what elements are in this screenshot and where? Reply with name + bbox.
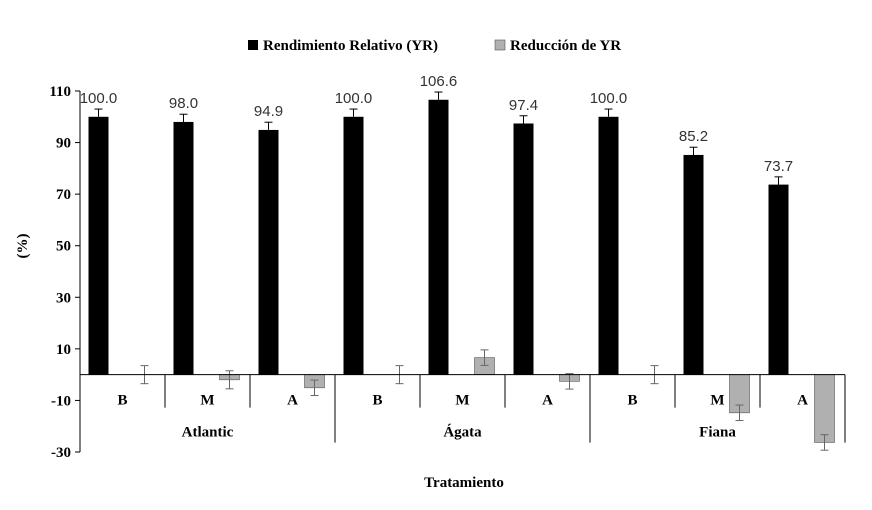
category-label: A <box>287 393 298 409</box>
data-label-yr: 106.6 <box>420 73 458 90</box>
bar-yr <box>88 116 109 375</box>
data-label-yr: 100.0 <box>590 90 628 107</box>
bars: 100.0 98.0 94.9 100.0 106.6 97.4 100.0 85.2 73.7 <box>80 73 835 451</box>
category-label: M <box>200 393 214 409</box>
bar-yr <box>598 116 619 375</box>
category-label: A <box>797 393 808 409</box>
y-tick-label: 10 <box>56 342 71 358</box>
bar-yr <box>173 121 194 375</box>
y-tick-label: 110 <box>49 84 71 100</box>
x-axis-label: Tratamiento <box>424 475 504 491</box>
bar-yr <box>258 129 279 375</box>
bar-yr <box>683 154 704 375</box>
data-label-yr: 94.9 <box>254 103 283 120</box>
group-label: Fiana <box>699 425 736 441</box>
bar-yr <box>428 99 449 375</box>
y-tick-label: 70 <box>56 187 71 203</box>
category-label: M <box>455 393 469 409</box>
legend-label-yr: Rendimiento Relativo (YR) <box>263 38 438 54</box>
data-label-yr: 85.2 <box>679 128 708 145</box>
group-label: Ágata <box>443 424 482 441</box>
category-label: B <box>117 393 127 409</box>
category-label: B <box>627 393 637 409</box>
bar-yr <box>343 116 364 375</box>
data-label-yr: 100.0 <box>80 90 118 107</box>
data-label-yr: 100.0 <box>335 90 373 107</box>
x-axis: B M A Atlantic B M A Ágata B M A Fiana <box>79 374 846 443</box>
legend-label-reduction: Reducción de YR <box>510 38 621 54</box>
y-tick-label: -30 <box>51 445 71 461</box>
y-tick-label: 90 <box>56 136 71 152</box>
data-label-yr: 98.0 <box>169 95 198 112</box>
y-axis: -30 -10 10 30 50 70 90 110 <box>49 84 81 461</box>
y-tick-label: -10 <box>51 393 71 409</box>
legend: Rendimiento Relativo (YR) Reducción de Y… <box>248 38 621 54</box>
category-label: A <box>542 393 553 409</box>
y-axis-label: (%) <box>15 234 31 259</box>
category-label: B <box>372 393 382 409</box>
bar-yr <box>768 184 789 375</box>
bar-yr <box>513 123 534 375</box>
legend-swatch-yr <box>248 40 258 50</box>
data-label-yr: 97.4 <box>509 97 538 114</box>
y-tick-label: 50 <box>56 239 71 255</box>
bar-reduction <box>814 374 835 443</box>
legend-swatch-reduction <box>494 39 506 51</box>
data-label-yr: 73.7 <box>764 158 793 175</box>
category-label: M <box>710 393 724 409</box>
group-label: Atlantic <box>182 425 234 441</box>
y-tick-label: 30 <box>56 290 71 306</box>
